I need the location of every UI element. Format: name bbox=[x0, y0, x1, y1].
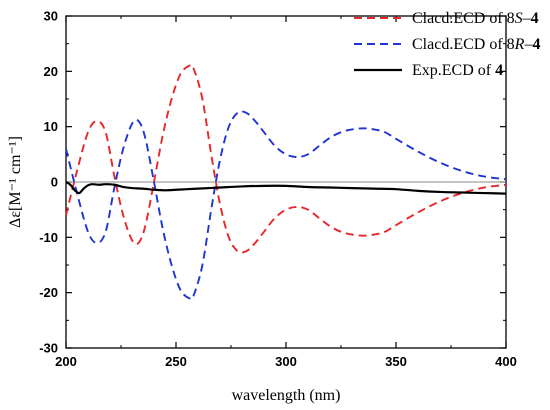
y-tick-label: -10 bbox=[39, 230, 58, 245]
series-line-2 bbox=[65, 110, 507, 301]
legend-label-2: Clacd.ECD of 8R–4 bbox=[412, 36, 540, 53]
x-tick-label: 350 bbox=[385, 354, 407, 369]
series-line-1 bbox=[65, 63, 507, 254]
x-tick-label: 300 bbox=[275, 354, 297, 369]
x-tick-label: 400 bbox=[495, 354, 517, 369]
y-tick-label: 0 bbox=[51, 175, 58, 190]
x-tick-label: 200 bbox=[55, 354, 77, 369]
x-axis-title: wavelength (nm) bbox=[232, 387, 341, 404]
y-tick-label: -30 bbox=[39, 341, 58, 356]
y-tick-label: 30 bbox=[44, 9, 58, 24]
legend-label-3: Exp.ECD of 4 bbox=[412, 62, 503, 79]
y-tick-label: 20 bbox=[44, 64, 58, 79]
x-tick-label: 250 bbox=[165, 354, 187, 369]
series-line-3 bbox=[65, 181, 507, 195]
y-tick-label: -20 bbox=[39, 285, 58, 300]
y-axis-title: Δε[M⁻¹ cm⁻¹] bbox=[7, 136, 24, 228]
legend-label-1: Clacd.ECD of 8S–4 bbox=[412, 10, 539, 27]
y-tick-label: 10 bbox=[44, 119, 58, 134]
